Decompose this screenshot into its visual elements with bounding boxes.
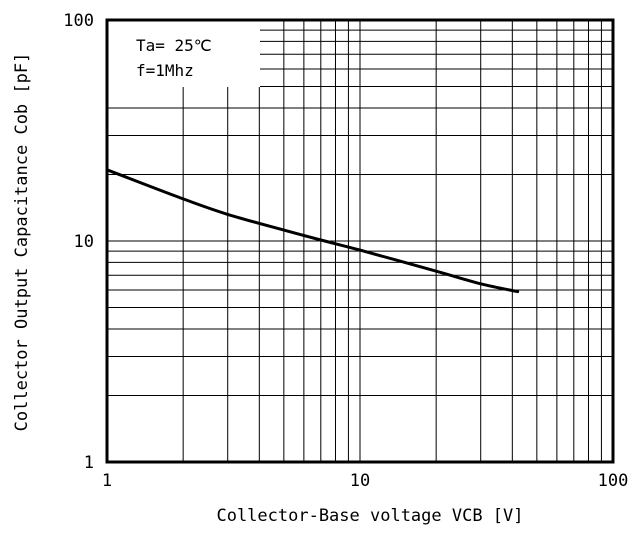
annotation-frequency: f=1Mhz xyxy=(136,61,194,80)
y-tick-label: 1 xyxy=(84,453,94,473)
x-tick-label: 1 xyxy=(102,471,112,491)
series-layer xyxy=(105,168,520,294)
x-tick-label: 10 xyxy=(350,471,370,491)
y-tick-label: 100 xyxy=(63,11,94,31)
condition-box xyxy=(107,20,260,87)
x-tick-label: 100 xyxy=(598,471,629,491)
plot-frame xyxy=(105,18,615,464)
y-tick-label: 10 xyxy=(74,232,94,252)
tick-labels: 1 10 100 1 10 100 xyxy=(63,11,628,491)
x-axis-label: Collector-Base voltage VCB [V] xyxy=(216,506,523,526)
y-axis-label: Collector Output Capacitance Cob [pF] xyxy=(12,53,32,432)
annotation-temperature: Ta= 25℃ xyxy=(136,36,212,55)
series-line xyxy=(105,168,520,294)
